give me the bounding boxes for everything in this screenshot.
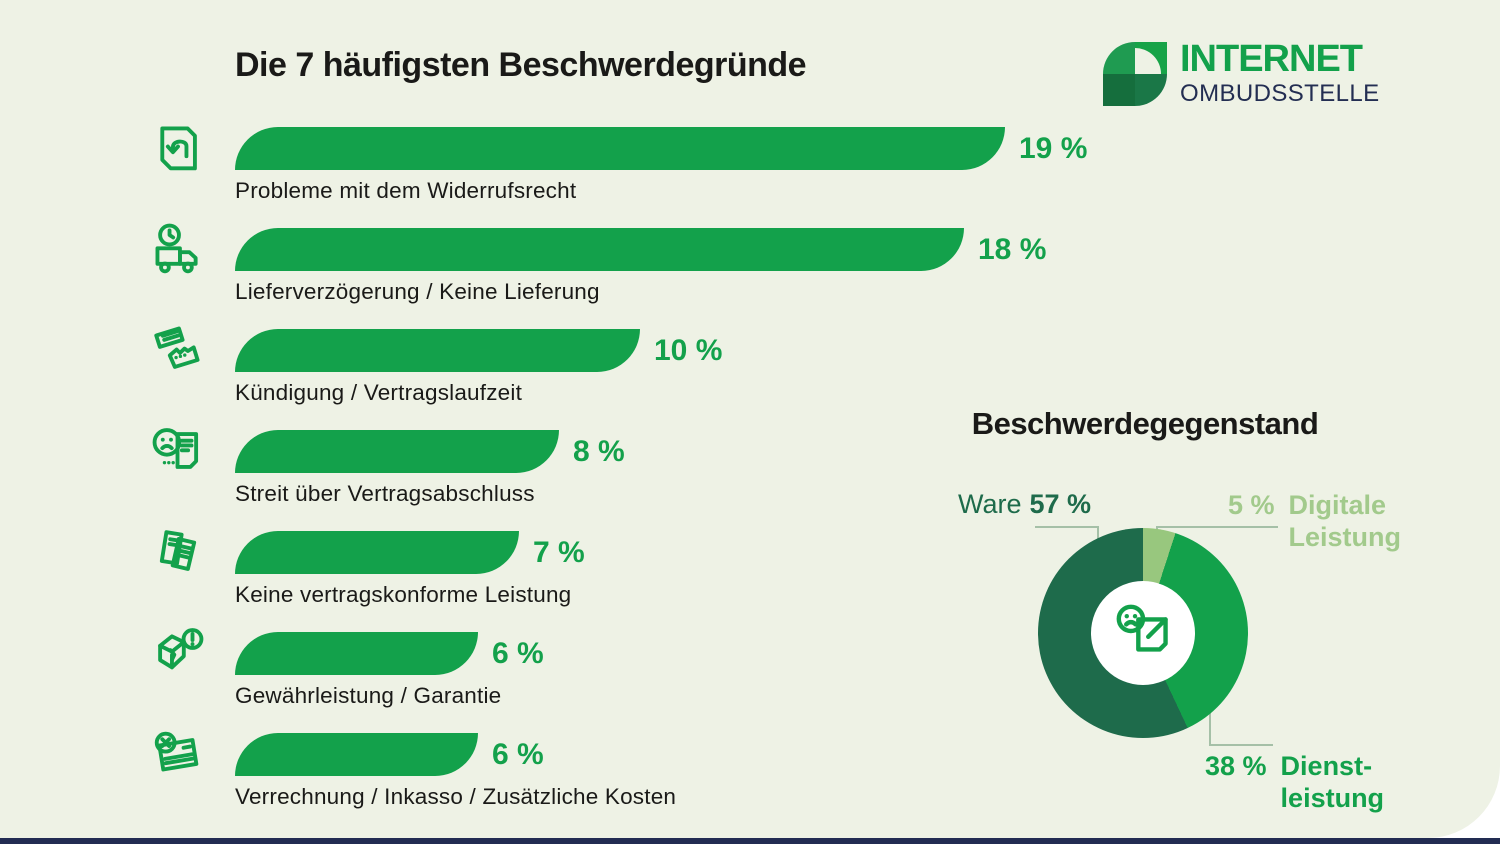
slice-label-dienstleistung: 38 % Dienst- leistung: [1205, 750, 1384, 814]
slice-value: 5 %: [1228, 490, 1275, 520]
slice-value: 57 %: [1029, 489, 1092, 519]
sad-face-document-icon: [149, 423, 207, 481]
bar-value-label: 7 %: [533, 536, 585, 569]
logo-title: INTERNET: [1180, 38, 1363, 80]
card-cancel-icon: [149, 726, 207, 784]
bar-chart-title: Die 7 häufigsten Beschwerdegründe: [235, 46, 807, 84]
bar: [235, 430, 559, 473]
slice-label-ware: Ware 57 %: [958, 489, 1091, 520]
slice-name: Digitale Leistung: [1288, 490, 1402, 552]
leader-line-dienst: [1209, 704, 1211, 746]
bar: [235, 531, 519, 574]
bar: [235, 228, 964, 271]
delivery-truck-clock-icon: [149, 221, 207, 279]
damaged-box-alert-icon: [149, 625, 207, 683]
bar-category-label: Kündigung / Vertragslaufzeit: [235, 380, 523, 405]
bar-value-label: 10 %: [654, 334, 723, 367]
bar-value-label: 19 %: [1019, 132, 1088, 165]
bar: [235, 329, 640, 372]
donut-center: [1091, 581, 1195, 685]
bar-value-label: 18 %: [978, 233, 1047, 266]
logo-notch: [1135, 48, 1161, 74]
bar-category-label: Streit über Vertragsabschluss: [235, 481, 535, 506]
logo-quadrant-tl: [1103, 42, 1135, 74]
bar-category-label: Probleme mit dem Widerrufsrecht: [235, 178, 577, 203]
documents-icon: [149, 524, 207, 582]
return-box-icon: [149, 120, 207, 178]
leader-line-ware: [1035, 526, 1099, 528]
donut-chart: [1038, 528, 1248, 738]
bar-category-label: Lieferverzögerung / Keine Lieferung: [235, 279, 600, 304]
logo-text: INTERNET OMBUDSSTELLE: [1180, 40, 1380, 106]
slice-label-digitale-leistung: 5 % Digitale Leistung: [1228, 489, 1401, 553]
bar-category-label: Keine vertragskonforme Leistung: [235, 582, 572, 607]
logo-quadrant-bl: [1103, 74, 1135, 106]
logo-quadrant-tr: [1135, 42, 1167, 74]
bar: [235, 733, 478, 776]
sad-face-package-icon: [1110, 598, 1176, 669]
bar: [235, 632, 478, 675]
internet-ombudsstelle-logo-icon: [1103, 42, 1167, 106]
bar: [235, 127, 1005, 170]
bar-value-label: 6 %: [492, 637, 544, 670]
donut-chart-title: Beschwerdegegenstand: [971, 406, 1319, 441]
leader-line-dienst: [1209, 744, 1273, 746]
slice-value: 38 %: [1205, 751, 1267, 781]
logo-subtitle: OMBUDSSTELLE: [1180, 80, 1380, 107]
slice-name: Dienst- leistung: [1280, 751, 1385, 813]
logo-quadrant-br: [1135, 74, 1167, 106]
torn-contract-icon: [149, 322, 207, 380]
bar-value-label: 6 %: [492, 738, 544, 771]
bar-category-label: Gewährleistung / Garantie: [235, 683, 502, 708]
footer-bar: [0, 838, 1500, 844]
bar-category-label: Verrechnung / Inkasso / Zusätzliche Kost…: [235, 784, 677, 809]
leader-line-digital: [1156, 526, 1278, 528]
slice-name: Ware: [958, 489, 1022, 519]
bar-value-label: 8 %: [573, 435, 625, 468]
